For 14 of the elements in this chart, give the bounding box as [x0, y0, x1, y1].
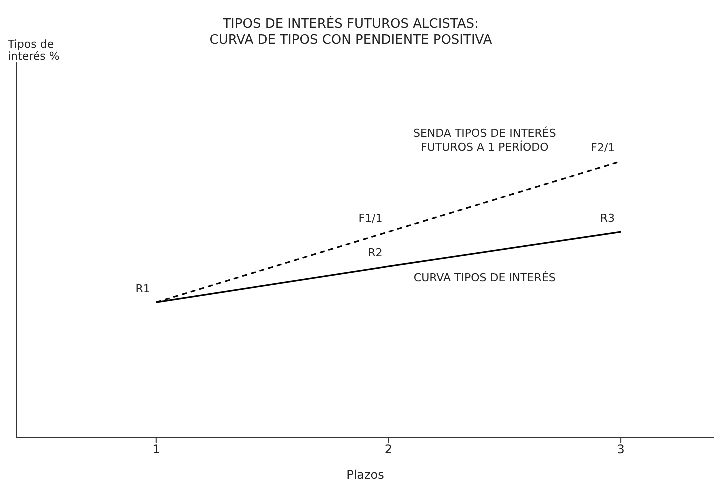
chart-subtitle: CURVA DE TIPOS CON PENDIENTE POSITIVA [210, 33, 492, 48]
annotation: R3 [600, 212, 616, 226]
annotation: R1 [136, 282, 150, 296]
chart-title: TIPOS DE INTERÉS FUTUROS ALCISTAS: [222, 15, 479, 32]
x-tick-label: 3 [617, 442, 625, 457]
annotation: F2/1 [591, 142, 616, 155]
text: SENDA TIPOS DE INTERÉS FUTUROS A 1 PERÍODO [413, 126, 556, 154]
x-axis-title: Plazos [346, 468, 384, 482]
text: Tipos de interés % [7, 38, 60, 63]
annotation: R2 [368, 246, 383, 260]
annotation: F1/1 [358, 212, 383, 226]
x-tick-label: 2 [384, 442, 393, 457]
series-label: CURVA TIPOS DE INTERÉS [414, 270, 556, 284]
x-tick-label: 1 [152, 442, 160, 457]
